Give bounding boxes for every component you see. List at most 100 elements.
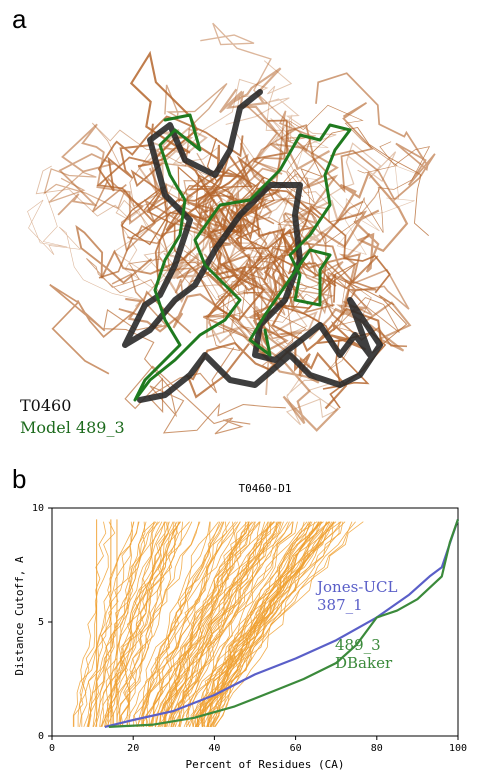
background-series-line [72, 521, 134, 727]
background-series-line [200, 521, 311, 727]
background-series-line [160, 521, 241, 727]
background-series-line [195, 521, 330, 727]
ensemble-trace [219, 67, 331, 171]
structure-superposition [27, 22, 436, 435]
ensemble-trace [207, 199, 340, 295]
ensemble-trace [239, 142, 339, 225]
background-series-line [192, 521, 316, 728]
ensemble-trace [124, 347, 251, 435]
ensemble-trace [136, 102, 374, 238]
background-series-line [165, 521, 248, 727]
series-line-jones-ucl [104, 519, 460, 728]
background-series-line [158, 521, 250, 727]
background-series-line [163, 521, 246, 727]
ensemble-trace [315, 72, 436, 201]
background-series-line [179, 521, 273, 727]
panel-b-letter: b [12, 464, 27, 494]
legend-model: Model 489_3 [20, 418, 125, 437]
y-axis-label: Distance Cutoff, A [13, 556, 26, 676]
background-series-line [177, 521, 284, 728]
background-series-line [141, 521, 211, 727]
other-predictions [72, 519, 364, 728]
background-series-line [202, 521, 323, 728]
x-tick-label: 20 [127, 743, 139, 754]
background-series-line [151, 521, 254, 727]
background-series-line [79, 521, 116, 727]
target-trace [122, 89, 383, 403]
series-annotation: Jones-UCL [315, 578, 397, 596]
gdt-chart: T0460-D1 Percent of Residues (CA) Distan… [13, 482, 467, 771]
ensemble-trace [103, 309, 286, 434]
ensemble-trace [97, 115, 244, 192]
background-series-line [166, 521, 272, 727]
ensemble-trace [27, 191, 142, 301]
background-series-line [81, 521, 140, 727]
background-series-line [83, 521, 139, 728]
background-series-line [101, 521, 146, 727]
ensemble-trace [255, 200, 364, 310]
panel-b-chart: b T0460-D1 Percent of Residues (CA) Dist… [0, 462, 487, 772]
background-series-line [179, 521, 290, 727]
ensemble-trace [49, 283, 192, 375]
background-series-line [189, 521, 318, 728]
ensemble-trace [206, 302, 318, 395]
background-series-line [210, 521, 329, 728]
background-series-line [207, 521, 346, 727]
ensemble-trace [293, 135, 423, 255]
background-series-line [141, 521, 235, 727]
background-series-line [170, 521, 293, 727]
background-series-line [77, 521, 107, 727]
background-series-line [213, 521, 342, 727]
legend-target: T0460 [20, 396, 72, 415]
series-line-dbaker [108, 519, 460, 728]
ensemble-trace [134, 210, 270, 308]
ensemble-trace [120, 174, 286, 246]
background-series-line [107, 521, 170, 727]
ensemble-trace [320, 171, 409, 273]
background-series-line [88, 521, 147, 727]
background-series-line [155, 521, 266, 727]
ensemble-trace [137, 127, 208, 217]
ensemble-trace [57, 123, 165, 225]
panel-a-structure: a T0460 Model 489_3 [12, 4, 436, 437]
x-tick-label: 60 [290, 743, 302, 754]
ensemble-trace [200, 180, 294, 266]
background-series-line [168, 521, 269, 727]
ensemble-trace [271, 127, 429, 237]
background-series-line [87, 521, 155, 727]
background-series-line [110, 521, 163, 727]
background-series-line [192, 521, 324, 727]
x-tick-label: 40 [208, 743, 220, 754]
y-tick-label: 10 [32, 503, 44, 514]
background-series-line [92, 521, 160, 727]
background-series-line [190, 521, 308, 727]
series-annotation: 489_3 [335, 636, 381, 654]
y-tick-label: 0 [38, 731, 44, 742]
ensemble-trace [254, 209, 383, 353]
background-series-line [101, 521, 158, 728]
x-tick-label: 100 [449, 743, 467, 754]
background-series-line [162, 521, 275, 728]
background-series-line [119, 521, 201, 727]
background-series-line [213, 521, 364, 728]
background-series-line [196, 521, 335, 728]
x-axis-label: Percent of Residues (CA) [186, 758, 345, 771]
background-series-line [126, 521, 193, 727]
background-series-line [185, 521, 298, 728]
background-series-line [104, 521, 190, 727]
background-series-line [143, 521, 211, 727]
chart-title: T0460-D1 [239, 482, 292, 495]
series-annotation: DBaker [335, 654, 393, 672]
ensemble-trace [244, 262, 408, 354]
ensemble-trace [176, 217, 302, 340]
ensemble-trace [200, 22, 317, 192]
background-series-line [173, 521, 261, 727]
background-series-line [133, 521, 224, 727]
model-trace [133, 113, 352, 402]
background-series-line [149, 521, 238, 728]
x-tick-label: 80 [371, 743, 383, 754]
panel-a-letter: a [12, 4, 27, 34]
background-series-line [128, 521, 221, 727]
background-series-line [118, 521, 174, 727]
ensemble-trace [43, 152, 215, 210]
